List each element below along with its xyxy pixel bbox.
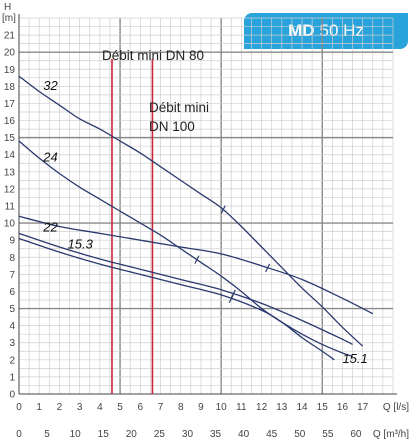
- pump-curve-24: [18, 140, 353, 358]
- x-tick-label: 9: [198, 402, 204, 413]
- x-tick-label: 8: [178, 402, 184, 413]
- x-tick-label: 1: [36, 402, 42, 413]
- x-tick-label: 16: [337, 402, 349, 413]
- y-tick-label: 1: [9, 372, 15, 383]
- y-tick-label: 11: [5, 202, 16, 213]
- y-tick-label: 6: [9, 287, 15, 298]
- y-tick-label: 10: [4, 219, 16, 230]
- y-tick-label: 3: [9, 338, 15, 349]
- y-tick-label: 0: [9, 390, 15, 401]
- y-tick-label: 17: [4, 99, 16, 110]
- x-tick-label: 7: [158, 402, 164, 413]
- x2-axis-label: Q [m³/h]: [373, 429, 409, 440]
- x-tick-label: 13: [276, 402, 288, 413]
- y-tick-label: 12: [4, 184, 16, 195]
- pump-curve-22: [18, 215, 374, 315]
- pump-curve-15-1: [18, 237, 335, 361]
- y-tick-label: 5: [9, 304, 15, 315]
- y-tick-label: 13: [4, 167, 16, 178]
- x2-tick-label: 55: [322, 429, 334, 440]
- x-tick-label: 12: [256, 402, 268, 413]
- x2-tick-label: 35: [210, 429, 222, 440]
- x-tick-label: 0: [16, 402, 22, 413]
- curve-tick-mark: [265, 263, 271, 273]
- curve-tick-mark: [220, 205, 226, 214]
- y-axis-label: H: [4, 2, 11, 13]
- x-tick-label: 10: [216, 402, 228, 413]
- curve-label: 15.1: [342, 351, 367, 366]
- x2-tick-label: 50: [294, 429, 306, 440]
- y-tick-label: 20: [4, 48, 16, 59]
- min-flow-label: Débit mini DN 80: [102, 48, 204, 63]
- curve-tick-mark: [194, 255, 200, 264]
- x2-tick-label: 60: [350, 429, 362, 440]
- x2-tick-label: 0: [16, 429, 22, 440]
- y-tick-label: 16: [4, 116, 16, 127]
- pump-curve-15-3: [18, 232, 353, 346]
- x-tick-label: 14: [296, 402, 308, 413]
- x2-tick-label: 25: [154, 429, 166, 440]
- y-tick-label: 21: [4, 31, 16, 42]
- y-tick-label: 15: [4, 133, 16, 144]
- pump-curve-32: [18, 75, 364, 347]
- y-tick-label: 19: [4, 65, 16, 76]
- x-tick-label: 6: [138, 402, 144, 413]
- x2-tick-label: 5: [44, 429, 50, 440]
- y-tick-label: 14: [4, 150, 16, 161]
- x-tick-label: 2: [57, 402, 63, 413]
- y-tick-label: 7: [9, 270, 15, 281]
- curve-tick-mark: [228, 294, 234, 303]
- x2-tick-label: 10: [70, 429, 82, 440]
- x2-tick-label: 20: [126, 429, 138, 440]
- x2-tick-label: 40: [238, 429, 250, 440]
- y-tick-label: 18: [4, 82, 16, 93]
- y-tick-label: 9: [9, 236, 15, 247]
- x2-tick-label: 45: [266, 429, 278, 440]
- y-axis-unit: [m]: [2, 13, 16, 24]
- curve-label: 32: [43, 78, 58, 93]
- x-axis-label: Q [l/s]: [383, 402, 409, 413]
- y-tick-label: 4: [9, 321, 15, 332]
- curve-label: 22: [42, 220, 58, 235]
- curve-label: 24: [42, 150, 57, 165]
- x-tick-label: 3: [77, 402, 83, 413]
- y-tick-label: 8: [9, 253, 15, 264]
- x-tick-label: 11: [236, 402, 247, 413]
- x2-tick-label: 30: [182, 429, 194, 440]
- min-flow-label: Débit mini: [149, 100, 209, 115]
- x-tick-label: 5: [117, 402, 123, 413]
- x-tick-label: 17: [357, 402, 369, 413]
- y-tick-label: 2: [9, 355, 15, 366]
- x-tick-label: 15: [317, 402, 329, 413]
- min-flow-label: DN 100: [149, 119, 195, 134]
- x-tick-label: 4: [97, 402, 103, 413]
- x2-tick-label: 15: [98, 429, 110, 440]
- curve-label: 15.3: [68, 237, 94, 252]
